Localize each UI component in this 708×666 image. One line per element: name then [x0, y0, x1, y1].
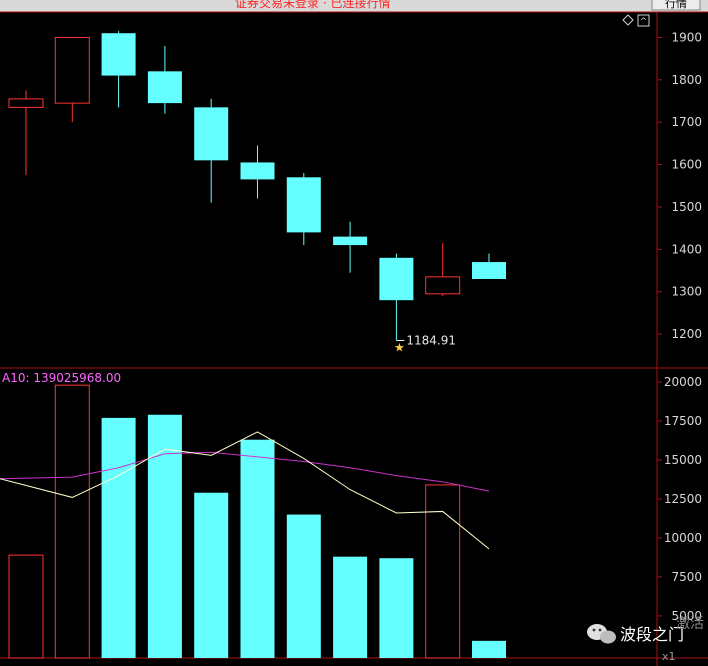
volume-bar [240, 439, 275, 658]
candle-body [54, 36, 90, 104]
watermark-side: 激活 [676, 615, 704, 632]
diamond-icon[interactable] [622, 14, 634, 26]
tab-quotes-label: 行情 [665, 0, 687, 10]
price-tick-label: 1200 [671, 327, 702, 341]
volume-bar [54, 384, 90, 659]
volume-tick-label: 15000 [664, 453, 702, 467]
volume-ma-short-line [0, 431, 490, 550]
volume-bar [472, 640, 506, 658]
candle-body [425, 276, 461, 295]
svg-text:^: ^ [640, 17, 648, 27]
volume-tick-label: 7500 [671, 570, 702, 584]
volume-bar [194, 492, 229, 658]
price-tick-label: 1400 [671, 242, 702, 256]
watermark-brand: 波段之门 [620, 625, 684, 644]
volume-tick-label: 5000 [671, 609, 702, 623]
candle-body [194, 107, 229, 161]
candle-body [379, 257, 414, 301]
candle-body [333, 236, 368, 246]
candle-body [472, 262, 506, 279]
watermark-corner: x1 [662, 650, 676, 663]
volume-bar [101, 417, 136, 658]
candle-body [8, 98, 44, 108]
candle-body [147, 71, 182, 104]
volume-bar [147, 414, 182, 658]
star-icon: ★ [394, 340, 405, 354]
title-strip [0, 0, 708, 12]
volume-tick-label: 17500 [664, 414, 702, 428]
low-annotation-label: 1184.91 [406, 333, 456, 347]
price-tick-label: 1300 [671, 285, 702, 299]
tab-quotes[interactable] [651, 0, 701, 11]
price-tick-label: 1800 [671, 73, 702, 87]
volume-bar [425, 484, 461, 659]
volume-panel: 5000 7500 10000 12500 15000 17500 20000 [0, 375, 702, 659]
title-strip-text: 证券交易未登录 · 已连接行情 [235, 0, 390, 10]
price-tick-label: 1900 [671, 30, 702, 44]
volume-indicator-label: A10: 139025968.00 [2, 371, 121, 385]
candle-body [286, 177, 321, 233]
expand-icon[interactable]: ^ [637, 14, 650, 27]
candle-body [101, 33, 136, 76]
candle-body [240, 162, 275, 180]
volume-tick-label: 20000 [664, 375, 702, 389]
volume-tick-label: 10000 [664, 531, 702, 545]
volume-bar [286, 514, 321, 658]
price-tick-label: 1500 [671, 200, 702, 214]
price-tick-label: 1600 [671, 158, 702, 172]
volume-tick-label: 12500 [664, 492, 702, 506]
price-tick-label: 1700 [671, 115, 702, 129]
volume-ma-long-line [0, 451, 490, 492]
volume-bar [333, 556, 368, 658]
wechat-icon [587, 624, 616, 644]
volume-bar [8, 554, 44, 659]
price-panel: 1200 1300 1400 1500 1600 1700 1800 1900 ★ 1184.91 [8, 30, 702, 354]
volume-bar [379, 558, 414, 658]
